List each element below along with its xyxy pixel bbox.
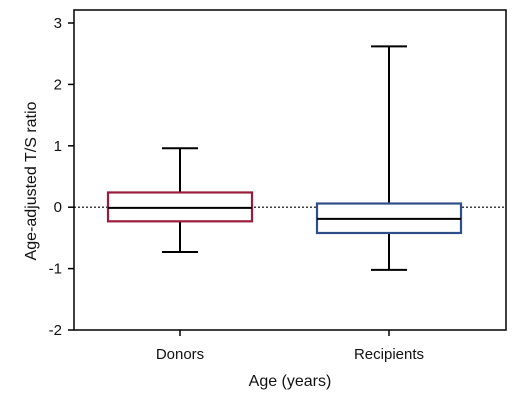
x-category-label: Recipients — [354, 346, 424, 363]
y-tick-label: -1 — [49, 261, 62, 278]
y-tick-label: 2 — [54, 76, 62, 93]
y-tick-label: 3 — [54, 15, 62, 32]
x-category-label: Donors — [156, 346, 204, 363]
plot-area: -2 -1 0 1 2 3 Donors Recipients — [49, 9, 507, 363]
y-tick-label: 1 — [54, 138, 62, 155]
y-axis-title: Age-adjusted T/S ratio — [23, 101, 40, 260]
plot-frame — [73, 9, 507, 331]
x-axis-title: Age (years) — [249, 373, 332, 390]
y-tick-label: -2 — [49, 322, 62, 339]
y-tick-label: 0 — [54, 199, 62, 216]
